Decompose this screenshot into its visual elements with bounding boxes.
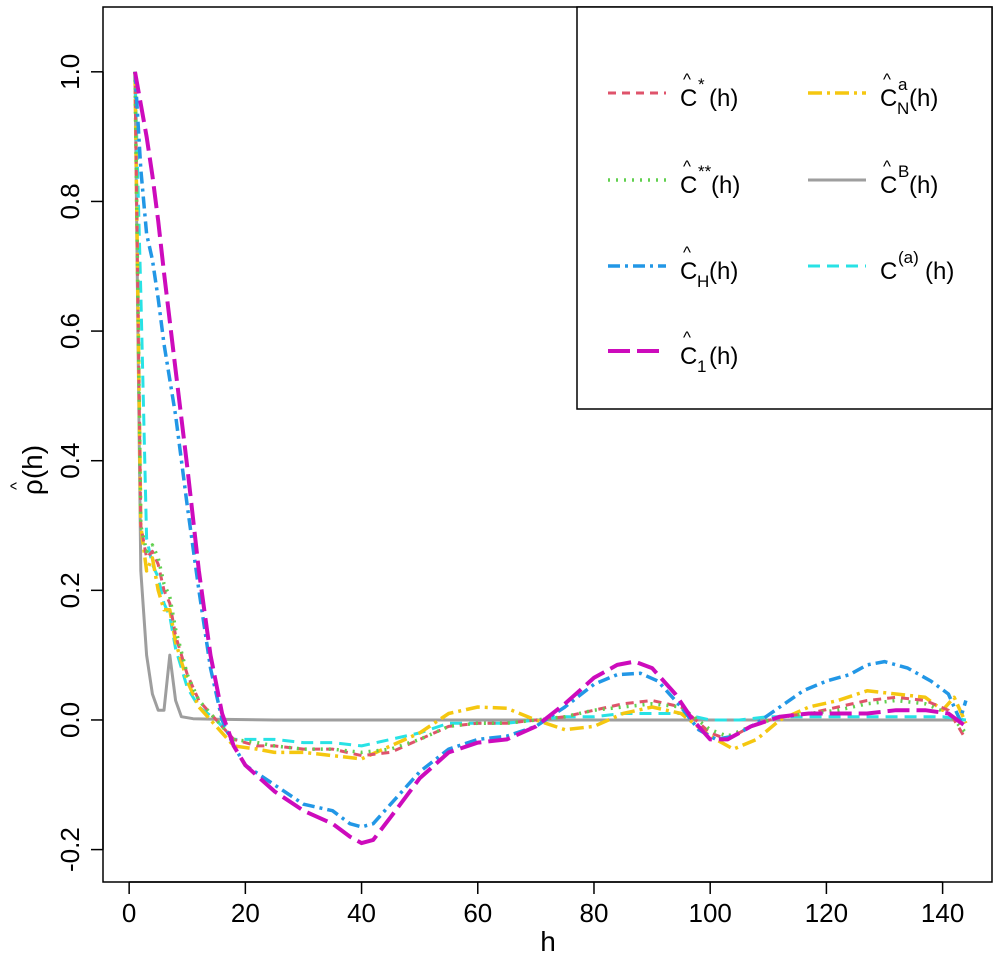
legend-label-sup: B xyxy=(898,162,909,181)
x-axis: 0 20 40 60 80 100 120 140 xyxy=(122,881,964,928)
legend-label-sub: H xyxy=(697,272,709,291)
y-axis-label: ρ(h) xyxy=(17,445,48,495)
legend-box xyxy=(576,6,993,410)
legend-label-arg: (h) xyxy=(909,85,938,112)
y-tick-label: -0.2 xyxy=(55,827,85,872)
legend-item-c_a: C(a) (h) xyxy=(808,248,954,285)
series-line-c_2star xyxy=(133,71,968,755)
y-tick-label: 0.0 xyxy=(55,702,85,738)
x-tick-label: 40 xyxy=(347,898,376,928)
y-tick-label: 0.4 xyxy=(55,443,85,479)
legend-label-sup: ** xyxy=(698,162,712,181)
series-line-c_1 xyxy=(133,71,968,846)
legend-label-base: C xyxy=(680,258,697,285)
y-tick-label: 0.8 xyxy=(55,183,85,219)
legend-label-sup: * xyxy=(698,75,705,94)
legend-label-arg: (h) xyxy=(709,343,738,370)
legend-label-hat: ^ xyxy=(883,157,891,176)
x-tick-label: 60 xyxy=(463,898,492,928)
x-tick-label: 100 xyxy=(688,898,731,928)
legend-label-hat: ^ xyxy=(883,70,891,89)
legend-label-base: C xyxy=(880,85,897,112)
y-axis-label-hat: ^ xyxy=(7,482,26,490)
series-line-c_b xyxy=(133,71,966,722)
series-line-c_n_a xyxy=(133,71,968,761)
legend-item-c_h: C^ H (h) xyxy=(608,243,738,291)
legend-label-arg: (h) xyxy=(909,172,938,199)
legend-item-c_2star: C^ **(h) xyxy=(608,157,740,199)
legend-item-c_star: C^ *(h) xyxy=(608,70,738,112)
x-tick-label: 120 xyxy=(805,898,848,928)
legend-label-arg: (h) xyxy=(711,172,740,199)
legend-label-base: C xyxy=(880,258,897,285)
x-tick-label: 80 xyxy=(580,898,609,928)
x-tick-label: 0 xyxy=(122,898,136,928)
x-tick-label: 20 xyxy=(231,898,260,928)
legend-label-arg: (h) xyxy=(709,85,738,112)
legend-label-sup: a xyxy=(898,75,908,94)
legend-item-c_b: C^ B(h) xyxy=(808,157,938,199)
y-tick-label: 0.2 xyxy=(55,572,85,608)
legend-label-base: C xyxy=(680,343,697,370)
y-tick-label: 1.0 xyxy=(55,54,85,90)
legend-label-arg: (h) xyxy=(709,258,738,285)
legend-label-hat: ^ xyxy=(683,70,691,89)
y-axis-title: ρ(h) ^ xyxy=(7,445,48,495)
legend-item-c_1: C^ 1 (h) xyxy=(608,328,738,376)
legend-label-base: C xyxy=(880,172,897,199)
y-axis: -0.2 0.0 0.2 0.4 0.6 0.8 1.0 xyxy=(55,54,104,872)
legend-label-sup: (a) xyxy=(898,248,919,267)
series-layer xyxy=(133,71,968,846)
series-line-c_h xyxy=(133,71,968,829)
legend-label-hat: ^ xyxy=(683,157,691,176)
legend-label-arg: (h) xyxy=(925,258,954,285)
legend-label-sub: N xyxy=(897,99,909,118)
y-tick-label: 0.6 xyxy=(55,313,85,349)
legend-label-base: C xyxy=(680,85,697,112)
legend-item-c_n_a: C^ aN (h) xyxy=(808,70,938,118)
legend-label-sub: 1 xyxy=(697,357,706,376)
x-tick-label: 140 xyxy=(921,898,964,928)
legend: C^ *(h) C^ aN (h)C^ **(h) C^ B(h)C^H (h) C(a)(h)C… xyxy=(576,6,993,410)
legend-label-hat: ^ xyxy=(683,243,691,262)
legend-label-hat: ^ xyxy=(683,328,691,347)
x-axis-label: h xyxy=(540,926,556,957)
legend-label-base: C xyxy=(680,172,697,199)
